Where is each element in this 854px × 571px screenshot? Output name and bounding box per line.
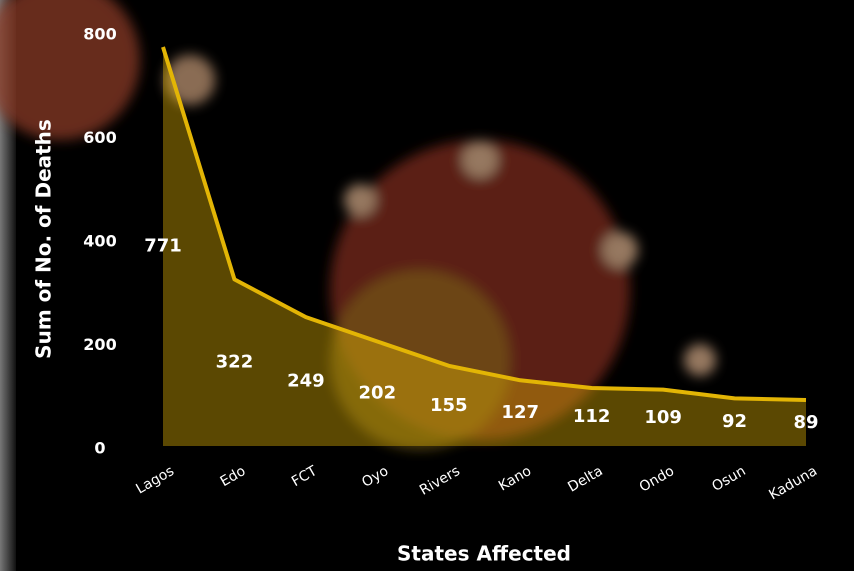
side-strip	[0, 0, 16, 571]
virus-glow	[330, 270, 510, 450]
virus-spike	[684, 344, 716, 376]
data-label: 92	[722, 411, 747, 432]
y-tick-label: 600	[83, 128, 116, 147]
data-label: 89	[793, 412, 818, 433]
data-label: 249	[287, 371, 325, 392]
x-axis-label: States Affected	[397, 542, 571, 566]
y-tick-label: 400	[83, 232, 116, 251]
data-label: 112	[573, 406, 611, 427]
y-tick-label: 200	[83, 335, 116, 354]
y-tick-label: 800	[83, 25, 116, 44]
data-label: 155	[430, 395, 468, 416]
y-tick-label: 0	[94, 439, 105, 458]
data-label: 771	[144, 236, 182, 257]
area	[163, 47, 806, 446]
virus-spike	[344, 184, 376, 216]
line	[161, 46, 807, 402]
y-axis-label: Sum of No. of Deaths	[32, 119, 56, 359]
virus-edge	[0, 0, 140, 140]
virus-decoration	[0, 0, 716, 450]
data-label: 202	[359, 383, 397, 404]
data-label: 127	[501, 402, 539, 423]
virus-spike	[602, 232, 638, 268]
data-label: 322	[216, 352, 254, 373]
data-label: 109	[644, 407, 682, 428]
virus-spike	[462, 142, 498, 178]
